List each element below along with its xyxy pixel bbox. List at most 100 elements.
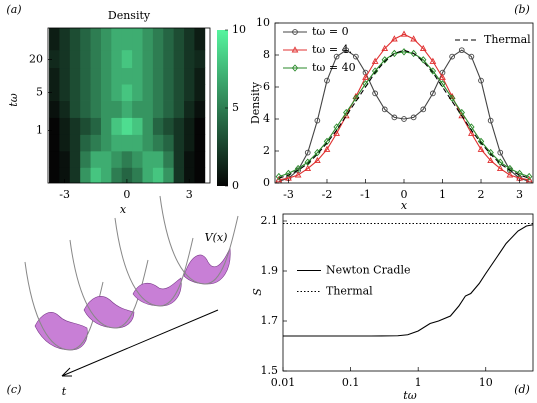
y-tick-label: 2.1 [261,214,279,227]
heat-cell [121,84,133,101]
heat-cell [132,49,143,69]
heat-cell [69,117,81,135]
heatmap [49,28,206,183]
marker [381,44,389,52]
well [114,217,194,307]
heat-cell [194,49,206,69]
marker [439,73,446,80]
heat-cell [142,167,154,183]
legend-label: tω = 4. [312,43,352,56]
heat-cell [90,28,102,51]
heat-cell [111,117,123,135]
heat-cell [152,28,164,51]
heat-cell [100,134,112,152]
heat-cell [100,28,112,51]
heat-cell [142,49,154,69]
heat-cell [90,49,102,69]
heat-cell [173,84,185,101]
marker [448,94,456,102]
marker [516,169,523,178]
y-tick-label: 5 [36,85,43,98]
heat-cell [152,134,164,152]
x-axis-label: x [120,203,127,216]
marker [458,47,465,54]
heat-cell [184,67,195,85]
marker [391,35,398,42]
heat-cell [59,100,71,118]
heat-cell [194,28,206,51]
chart-title: Density [108,9,151,22]
heat-cell [152,49,164,69]
heat-cell [132,28,143,51]
heat-cell [194,167,206,183]
heat-cell [173,150,185,168]
marker [429,57,437,64]
heat-cell [111,100,123,118]
marker [343,47,350,54]
x-tick-label: 0.1 [342,376,360,389]
heat-cell [142,134,154,152]
x-tick-label: 0 [123,188,130,201]
marker [371,57,379,64]
heat-cell [59,167,71,183]
panel-label: (d) [514,383,530,396]
heat-cell [142,28,154,51]
heat-cell [121,100,133,118]
colorbar-tick-label: 5 [232,101,239,114]
y-tick-label: 1.9 [261,264,279,277]
heat-cell [142,67,154,85]
heat-cell [111,84,123,101]
marker [294,171,302,178]
plot-area [283,222,533,337]
marker [333,129,340,136]
heat-cell [173,28,185,51]
marker [391,49,398,58]
marker [294,164,302,173]
heat-cell [111,28,123,51]
heat-cell [194,150,206,168]
y-tick-label: 6 [263,80,270,93]
heat-cell [132,134,143,152]
marker [487,148,494,157]
marker [506,171,514,178]
heat-cell [152,150,164,168]
y-axis-label: Density [249,81,262,124]
well [159,195,239,285]
heat-cell [173,100,185,118]
heat-cell [80,167,91,183]
marker [497,158,504,166]
heat-cell [90,84,102,101]
panel-label: (a) [6,3,21,16]
time-arrow [61,309,219,377]
panel-label: (b) [514,3,530,16]
marker [291,46,299,53]
marker [420,106,427,113]
series-line [278,51,530,178]
heat-cell [49,150,60,168]
series-line [278,33,530,181]
heat-cell [152,67,164,85]
legend-label: Thermal [484,33,531,46]
heat-cell [111,150,123,168]
heat-cell [69,134,81,152]
heat-cell [152,167,164,183]
marker [333,53,340,60]
x-tick-label: 0.01 [271,376,296,389]
y-axis-label: tω [7,93,20,106]
heat-cell [121,167,133,183]
marker [323,137,331,146]
heat-cell [90,67,102,85]
heat-cell [121,28,133,51]
marker [362,73,369,80]
heat-cell [163,84,175,101]
heat-cell [80,100,91,118]
marker [324,77,330,84]
heat-cell [163,134,175,152]
heat-cell [132,100,143,118]
well [69,239,149,329]
heat-cell [69,100,81,118]
marker [468,53,475,60]
marker [314,156,321,164]
x-tick-label: -3 [59,188,70,201]
heat-cell [59,117,71,135]
